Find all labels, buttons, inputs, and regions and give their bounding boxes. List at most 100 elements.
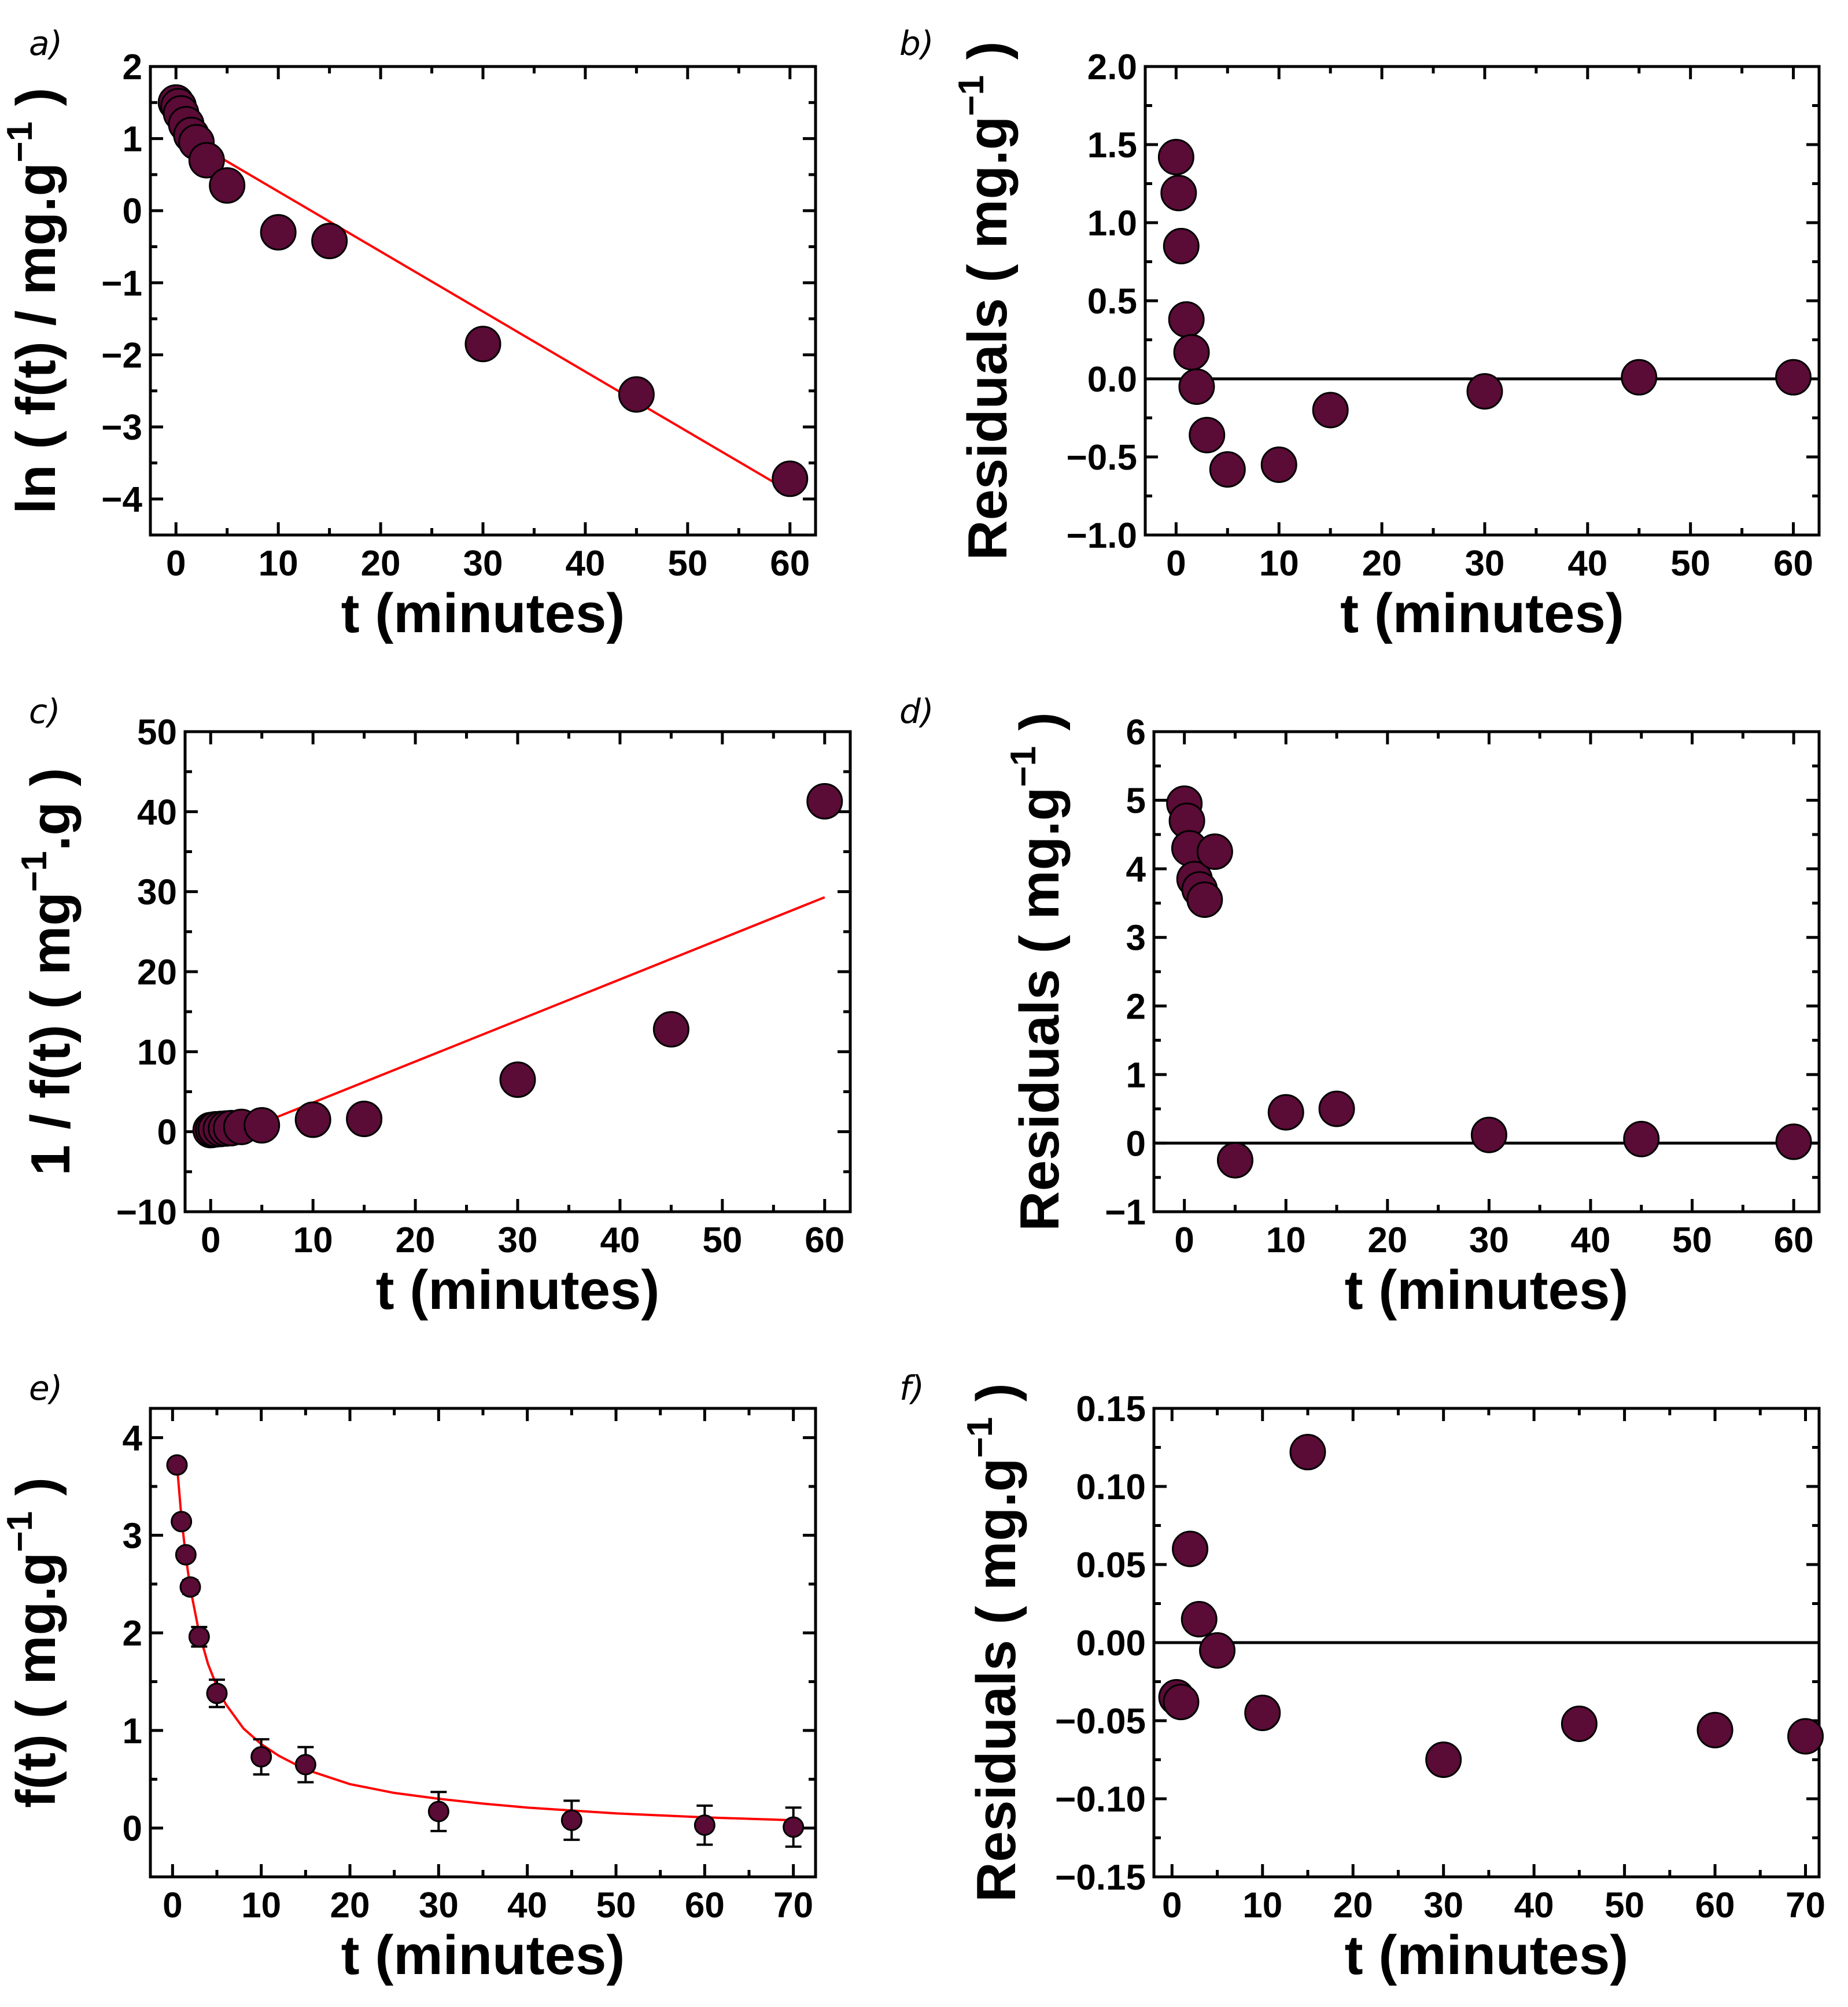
x-tick-label: 30 <box>1423 1886 1463 1925</box>
y-tick-label: 0 <box>123 191 142 231</box>
x-tick-label: 50 <box>667 544 707 584</box>
y-tick-label: 4 <box>123 1419 143 1459</box>
data-point <box>1318 1090 1355 1127</box>
x-tick-label: 10 <box>241 1886 281 1925</box>
data-point <box>1425 1742 1462 1778</box>
x-tick-label: 0 <box>1166 544 1186 584</box>
y-tick-label: −0.15 <box>1055 1858 1146 1898</box>
fit-line <box>175 130 791 493</box>
data-point <box>1289 1434 1326 1471</box>
x-tick-label: 30 <box>498 1220 538 1260</box>
panel-b: b) 0 10 20 30 40 50 60 −1.0 −0.5 0.0 0.5 1.0 1.5 2.0 t … <box>899 24 1821 644</box>
data-point <box>1621 359 1658 396</box>
y-tick-label: 20 <box>137 953 177 993</box>
y-tick-label: 2 <box>123 1614 142 1654</box>
data-point <box>560 1809 582 1831</box>
x-axis-label: t (minutes) <box>1345 1259 1629 1321</box>
x-tick-label: 30 <box>1469 1220 1509 1260</box>
x-tick-label: 40 <box>1514 1886 1554 1925</box>
panel-label-c: c) <box>29 692 61 731</box>
y-tick-label: 0 <box>157 1113 177 1153</box>
panel-d: d) 0 10 20 30 40 50 60 −1 0 1 2 3 4 5 6 t (minutes) Resid… <box>899 692 1821 1321</box>
data-point <box>652 1011 689 1048</box>
panel-f: f) 0 10 20 30 40 50 60 70 −0.15 −0.10 −0.05 0.00 0.05… <box>899 1368 1825 1986</box>
data-point <box>1623 1120 1660 1157</box>
y-axis-label: Residuals ( mg.g−1 ) <box>1004 712 1071 1231</box>
y-tick-label: 0.5 <box>1087 282 1137 322</box>
data-point <box>1466 373 1503 410</box>
plot-frame <box>149 65 817 537</box>
y-axis-label: ln ( f(t) / mg.g−1 ) <box>0 87 67 514</box>
x-tick-label: 20 <box>361 544 401 584</box>
y-tick-label: −0.05 <box>1055 1702 1146 1742</box>
data-point <box>179 1576 201 1598</box>
y-tick-label: 1 <box>123 1711 142 1751</box>
data-point <box>188 1626 210 1648</box>
data-point <box>294 1101 331 1138</box>
y-tick-label: 40 <box>137 792 177 832</box>
x-axis-label: t (minutes) <box>341 1924 625 1986</box>
x-tick-label: 10 <box>1242 1886 1282 1925</box>
y-axis-label: Residuals ( mg.g−1 ) <box>951 41 1019 560</box>
data-point <box>1172 1530 1209 1567</box>
x-tick-label: 60 <box>1773 544 1813 584</box>
y-tick-label: 50 <box>137 713 177 752</box>
data-point <box>1561 1705 1598 1742</box>
fit-line <box>176 1464 794 1822</box>
y-tick-label: −3 <box>101 408 142 448</box>
data-point <box>1267 1094 1304 1131</box>
x-axis-label: t (minutes) <box>376 1259 660 1321</box>
x-tick-label: 40 <box>507 1886 547 1925</box>
y-tick-label: −0.10 <box>1055 1780 1146 1820</box>
y-axis-label-tail: ) <box>965 1383 1027 1417</box>
y-axis-label-main: ln ( f(t) / mg.g <box>5 163 67 514</box>
y-tick-label: −4 <box>101 480 142 520</box>
x-axis-label: t (minutes) <box>1340 582 1624 644</box>
x-tick-label: 30 <box>463 544 503 584</box>
data-point <box>1163 1684 1200 1721</box>
x-tick-label: 50 <box>702 1220 742 1260</box>
data-point <box>1216 1142 1253 1179</box>
x-axis-label: t (minutes) <box>1345 1924 1629 1986</box>
data-point <box>260 214 297 251</box>
y-axis-label-tail: .g ) <box>20 768 82 851</box>
y-tick-label: 0.0 <box>1087 360 1137 400</box>
y-tick-label: 2 <box>123 47 142 87</box>
plot-frame <box>1144 65 1821 537</box>
plot-frame <box>149 1407 817 1879</box>
data-point <box>499 1061 536 1098</box>
y-tick-label: 6 <box>1126 713 1146 752</box>
x-tick-label: 20 <box>1333 1886 1373 1925</box>
y-tick-label: −2 <box>101 335 142 375</box>
data-point <box>1209 451 1246 488</box>
data-point <box>1787 1718 1824 1755</box>
data-point <box>171 1511 193 1533</box>
y-tick-label: 2 <box>1126 987 1146 1027</box>
data-point <box>1178 368 1215 405</box>
data-point <box>346 1101 383 1138</box>
data-point <box>1189 416 1226 453</box>
data-point <box>694 1814 715 1836</box>
data-point <box>294 1754 316 1776</box>
x-tick-label: 40 <box>1570 1220 1610 1260</box>
data-point <box>1244 1695 1281 1731</box>
x-tick-label: 50 <box>1670 544 1710 584</box>
x-tick-label: 20 <box>1367 1220 1407 1260</box>
y-tick-label: 3 <box>123 1516 142 1556</box>
y-axis-label-tail: ) <box>5 1477 67 1511</box>
x-tick-label: 70 <box>1786 1886 1825 1925</box>
y-axis-label-tail: ) <box>1009 712 1071 746</box>
panel-label-f: f) <box>899 1368 924 1408</box>
x-tick-label: 10 <box>259 544 298 584</box>
x-tick-label: 10 <box>293 1220 333 1260</box>
x-tick-label: 60 <box>805 1220 844 1260</box>
x-tick-label: 10 <box>1266 1220 1306 1260</box>
x-tick-label: 60 <box>1774 1220 1814 1260</box>
x-tick-label: 0 <box>163 1886 182 1925</box>
y-axis-label-main: f(t) ( mg.g <box>5 1552 67 1808</box>
x-tick-label: 30 <box>419 1886 459 1925</box>
y-axis-label-main: 1 / f(t) ( mg <box>20 892 82 1176</box>
y-axis-label: 1 / f(t) ( mg−1.g ) <box>14 768 82 1175</box>
panel-label-b: b) <box>899 24 934 63</box>
